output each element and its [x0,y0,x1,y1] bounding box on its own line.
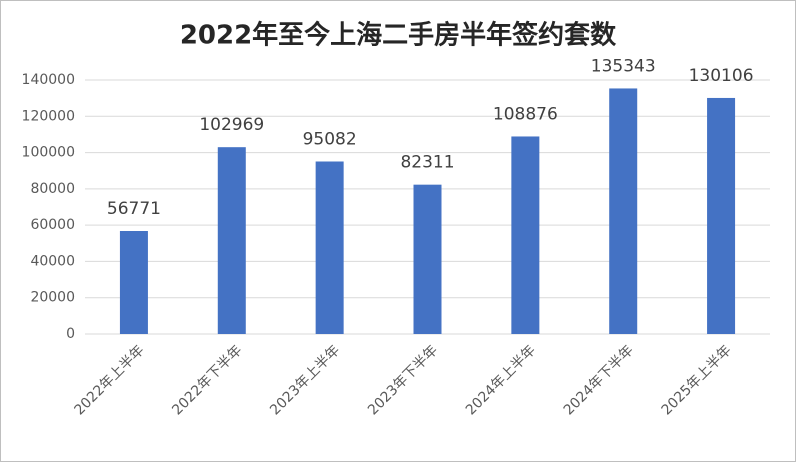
y-tick-label: 100000 [22,145,75,161]
y-tick-label: 0 [66,326,75,342]
value-label: 135343 [591,56,656,76]
value-label: 56771 [107,199,161,219]
value-label: 102969 [199,115,264,135]
chart-title: 2022年至今上海二手房半年签约套数 [180,20,617,51]
y-tick-label: 40000 [30,253,75,269]
y-tick-label: 80000 [30,181,75,197]
value-label: 82311 [400,153,454,173]
bar [511,136,540,334]
value-label: 130106 [689,66,754,86]
y-tick-label: 20000 [30,290,75,306]
y-tick-label: 140000 [22,72,75,88]
bar [315,161,344,334]
bar [707,97,736,334]
value-label: 95082 [303,129,357,149]
value-label: 108876 [493,104,558,124]
bar [119,231,148,334]
bar [413,184,442,334]
y-tick-label: 120000 [22,108,75,124]
y-tick-label: 60000 [30,217,75,233]
bar [217,147,246,334]
bar [609,88,638,334]
